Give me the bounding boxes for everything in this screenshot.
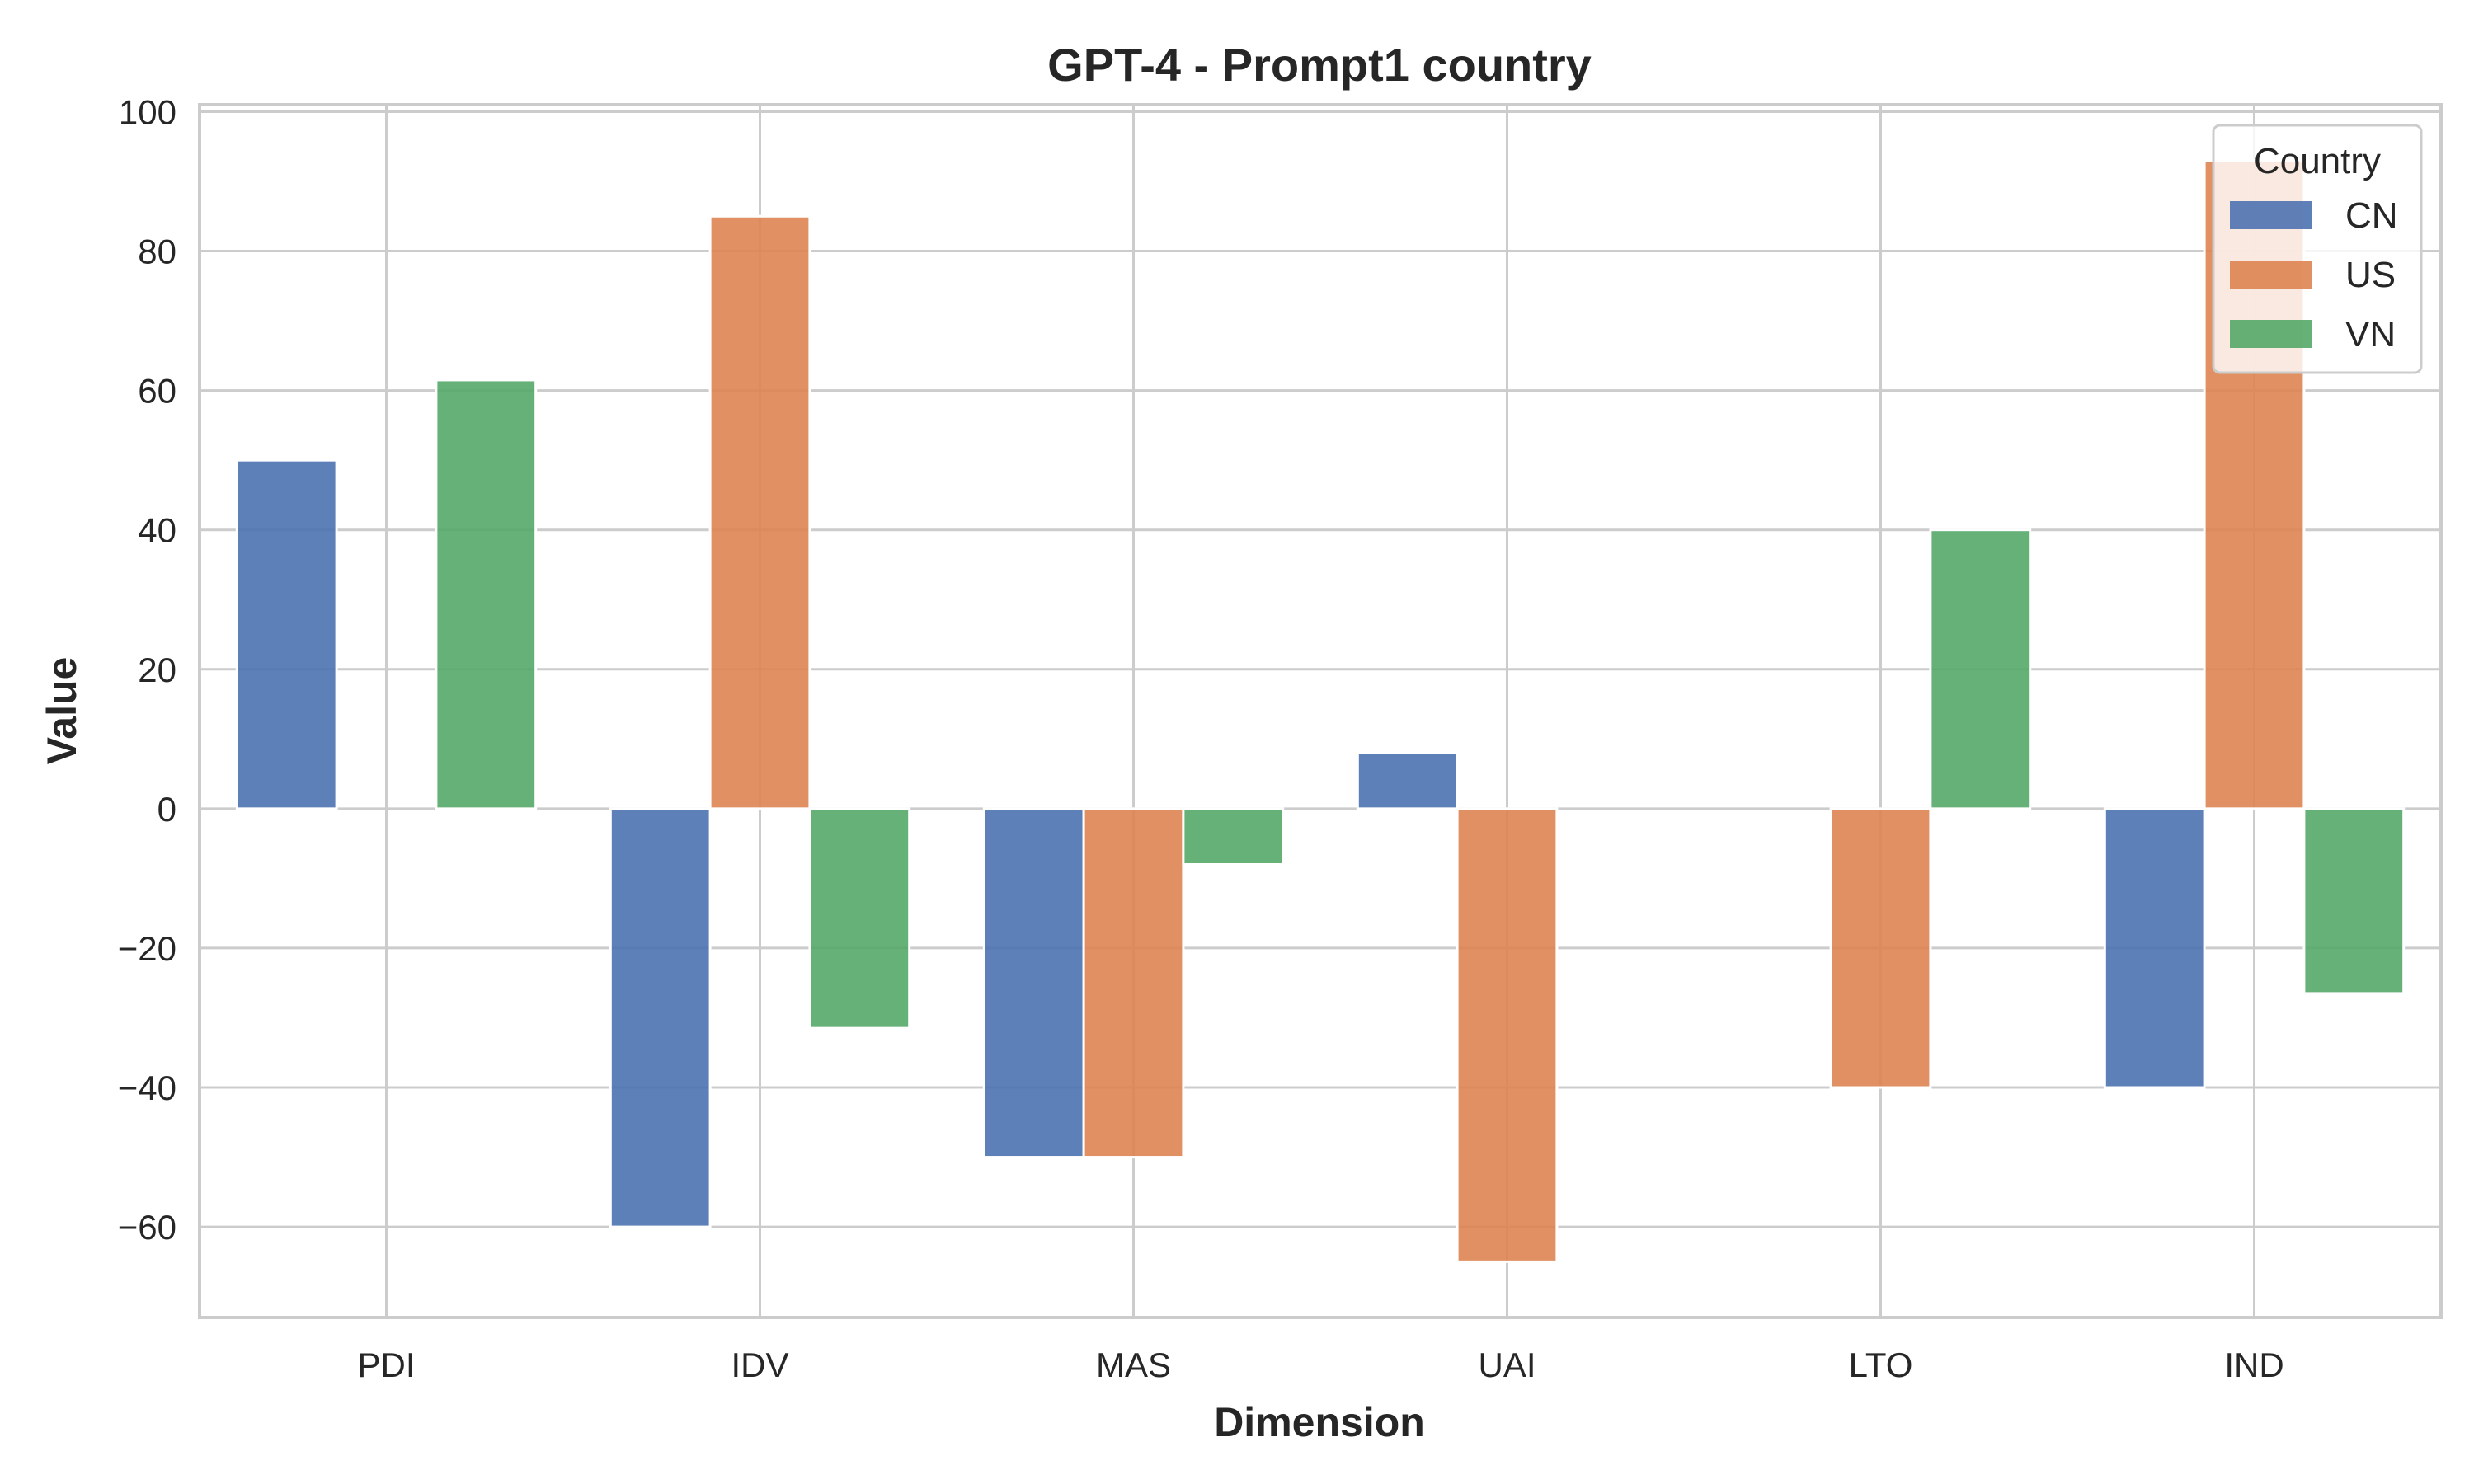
bar-cn-pdi <box>235 458 338 810</box>
y-tick-label: 80 <box>138 232 176 271</box>
bar-vn-ind <box>2302 807 2406 995</box>
legend-swatch-vn <box>2230 320 2312 348</box>
bar-us-mas <box>1082 807 1185 1159</box>
bar-cn-idv <box>609 807 712 1228</box>
bar-us-lto <box>1829 807 1932 1089</box>
bar-cn-mas <box>982 807 1085 1159</box>
y-axis-label: Value <box>39 657 85 765</box>
x-tick-label: PDI <box>357 1345 415 1384</box>
y-tick-label: −60 <box>118 1208 176 1247</box>
legend-swatch-cn <box>2230 201 2312 229</box>
legend-title: Country <box>2254 141 2381 181</box>
x-tick-label: LTO <box>1849 1345 1913 1384</box>
bar-cn-uai <box>1356 751 1459 810</box>
bar-vn-pdi <box>435 378 538 810</box>
y-tick-label: 20 <box>138 650 176 689</box>
chart-title: GPT-4 - Prompt1 country <box>1047 39 1592 91</box>
y-tick-labels: −60 −40 −20 0 20 40 60 80 100 <box>118 92 176 1247</box>
legend-box <box>2212 124 2423 374</box>
x-tick-label: IDV <box>731 1345 788 1384</box>
bar-us-idv <box>708 214 811 810</box>
y-tick-label: 0 <box>158 790 176 829</box>
bar-vn-mas <box>1182 807 1285 866</box>
y-tick-label: 100 <box>119 92 176 131</box>
y-tick-label: −40 <box>118 1068 176 1107</box>
x-tick-labels: PDI IDV MAS UAI LTO IND <box>357 1345 2284 1384</box>
bar-cn-ind <box>2103 807 2206 1089</box>
y-tick-label: −20 <box>118 929 176 968</box>
legend-swatch-us <box>2230 261 2312 289</box>
legend-label-vn: VN <box>2345 314 2396 355</box>
x-tick-label: UAI <box>1478 1345 1536 1384</box>
bar-us-uai <box>1456 807 1559 1263</box>
legend: Country CN US VN <box>2212 124 2423 374</box>
y-tick-label: 40 <box>138 511 176 550</box>
bars <box>235 159 2406 1263</box>
legend-label-us: US <box>2345 255 2396 295</box>
legend-label-cn: CN <box>2345 195 2398 236</box>
plot-frame <box>198 103 2443 1319</box>
bar-vn-idv <box>808 807 911 1030</box>
x-axis-label: Dimension <box>1214 1399 1425 1445</box>
x-tick-label: MAS <box>1096 1345 1171 1384</box>
x-tick-label: IND <box>2224 1345 2284 1384</box>
y-tick-label: 60 <box>138 372 176 411</box>
bar-vn-lto <box>1929 528 2032 810</box>
